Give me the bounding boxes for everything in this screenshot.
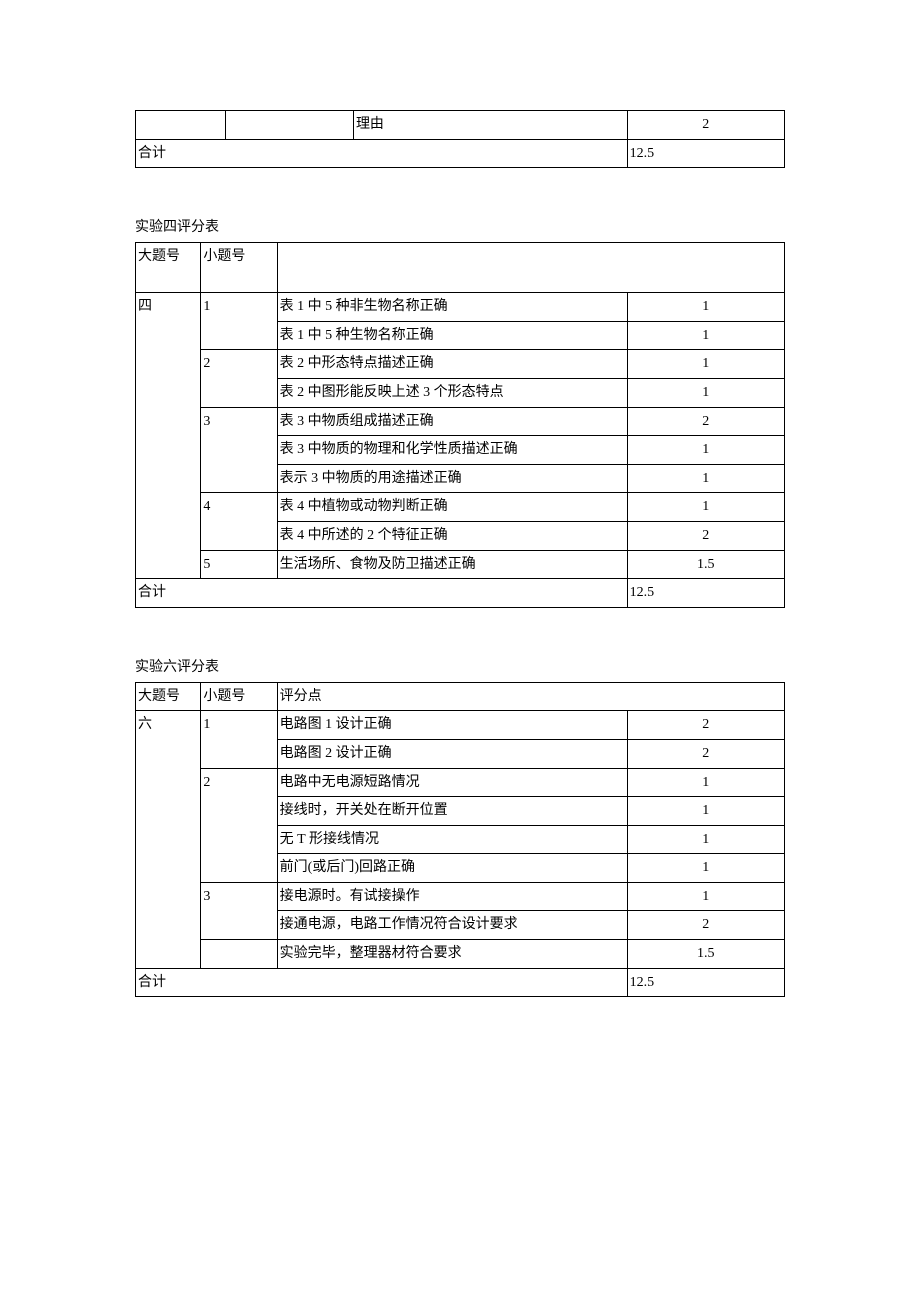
- table-row: 5 生活场所、食物及防卫描述正确 1.5: [136, 550, 785, 579]
- total-label: 合计: [136, 139, 628, 168]
- cell-score: 2: [627, 711, 784, 740]
- cell-score: 2: [627, 911, 784, 940]
- table-row: 4 表 4 中植物或动物判断正确 1: [136, 493, 785, 522]
- cell-score: 1: [627, 882, 784, 911]
- table-header-row: 大题号 小题号 评分点: [136, 682, 785, 711]
- total-label: 合计: [136, 579, 628, 608]
- table-row: 四 1 表 1 中 5 种非生物名称正确 1: [136, 293, 785, 322]
- cell-desc: 实验完毕，整理器材符合要求: [277, 940, 627, 969]
- cell-desc: 表 1 中 5 种非生物名称正确: [277, 293, 627, 322]
- total-value: 12.5: [627, 968, 784, 997]
- cell-desc: 前门(或后门)回路正确: [277, 854, 627, 883]
- cell-desc: 无 T 形接线情况: [277, 825, 627, 854]
- cell-sub: 2: [201, 350, 277, 407]
- table-row: 六 1 电路图 1 设计正确 2: [136, 711, 785, 740]
- cell-sub: 1: [201, 293, 277, 350]
- table-row: 实验完毕，整理器材符合要求 1.5: [136, 940, 785, 969]
- cell-desc: 电路图 1 设计正确: [277, 711, 627, 740]
- header-major: 大题号: [136, 243, 201, 293]
- cell-sub: 3: [201, 882, 277, 939]
- cell-score: 1: [627, 464, 784, 493]
- total-value: 12.5: [627, 579, 784, 608]
- header-desc: 评分点: [277, 682, 784, 711]
- header-sub: 小题号: [201, 682, 277, 711]
- header-desc: [277, 243, 784, 293]
- cell-desc: 表示 3 中物质的用途描述正确: [277, 464, 627, 493]
- cell-desc: 表 3 中物质的物理和化学性质描述正确: [277, 436, 627, 465]
- cell-major: 六: [136, 711, 201, 968]
- table-header-row: 大题号 小题号: [136, 243, 785, 293]
- cell-sub: 1: [201, 711, 277, 768]
- cell-desc: 表 4 中所述的 2 个特征正确: [277, 521, 627, 550]
- total-label: 合计: [136, 968, 628, 997]
- cell-score: 2: [627, 407, 784, 436]
- cell-score: 1: [627, 854, 784, 883]
- cell-score: 1: [627, 321, 784, 350]
- cell-score: 1: [627, 768, 784, 797]
- cell-score: 1: [627, 436, 784, 465]
- cell-score: 1: [627, 825, 784, 854]
- cell-desc: 表 2 中图形能反映上述 3 个形态特点: [277, 378, 627, 407]
- table-row: 理由 2: [136, 111, 785, 140]
- table-experiment-6: 大题号 小题号 评分点 六 1 电路图 1 设计正确 2 电路图 2 设计正确 …: [135, 682, 785, 998]
- cell-desc: 接电源时。有试接操作: [277, 882, 627, 911]
- cell-desc: 电路图 2 设计正确: [277, 739, 627, 768]
- table-row: 2 表 2 中形态特点描述正确 1: [136, 350, 785, 379]
- section-title-4: 实验四评分表: [135, 216, 785, 236]
- cell-desc: 表 3 中物质组成描述正确: [277, 407, 627, 436]
- table-partial: 理由 2 合计 12.5: [135, 110, 785, 168]
- cell-score: 1: [627, 350, 784, 379]
- cell-desc: 表 4 中植物或动物判断正确: [277, 493, 627, 522]
- cell-score: 1: [627, 797, 784, 826]
- section-title-6: 实验六评分表: [135, 656, 785, 676]
- cell-major: 四: [136, 293, 201, 579]
- header-major: 大题号: [136, 682, 201, 711]
- total-value: 12.5: [627, 139, 784, 168]
- cell-reason: 理由: [353, 111, 627, 140]
- table-row-total: 合计 12.5: [136, 579, 785, 608]
- cell-score: 1: [627, 378, 784, 407]
- cell-score: 2: [627, 111, 784, 140]
- cell-empty: [136, 111, 226, 140]
- table-row: 3 表 3 中物质组成描述正确 2: [136, 407, 785, 436]
- cell-desc: 表 1 中 5 种生物名称正确: [277, 321, 627, 350]
- cell-desc: 电路中无电源短路情况: [277, 768, 627, 797]
- cell-sub: 2: [201, 768, 277, 882]
- table-row: 2 电路中无电源短路情况 1: [136, 768, 785, 797]
- cell-desc: 表 2 中形态特点描述正确: [277, 350, 627, 379]
- cell-sub: 3: [201, 407, 277, 493]
- cell-score: 2: [627, 739, 784, 768]
- cell-score: 1: [627, 293, 784, 322]
- cell-score: 1.5: [627, 550, 784, 579]
- cell-desc: 接通电源，电路工作情况符合设计要求: [277, 911, 627, 940]
- cell-empty: [225, 111, 353, 140]
- cell-sub: 4: [201, 493, 277, 550]
- cell-score: 1: [627, 493, 784, 522]
- cell-score: 2: [627, 521, 784, 550]
- header-sub: 小题号: [201, 243, 277, 293]
- cell-desc: 接线时，开关处在断开位置: [277, 797, 627, 826]
- cell-desc: 生活场所、食物及防卫描述正确: [277, 550, 627, 579]
- cell-score: 1.5: [627, 940, 784, 969]
- table-row-total: 合计 12.5: [136, 139, 785, 168]
- table-row: 3 接电源时。有试接操作 1: [136, 882, 785, 911]
- table-experiment-4: 大题号 小题号 四 1 表 1 中 5 种非生物名称正确 1 表 1 中 5 种…: [135, 242, 785, 608]
- cell-sub: [201, 940, 277, 969]
- table-row-total: 合计 12.5: [136, 968, 785, 997]
- cell-sub: 5: [201, 550, 277, 579]
